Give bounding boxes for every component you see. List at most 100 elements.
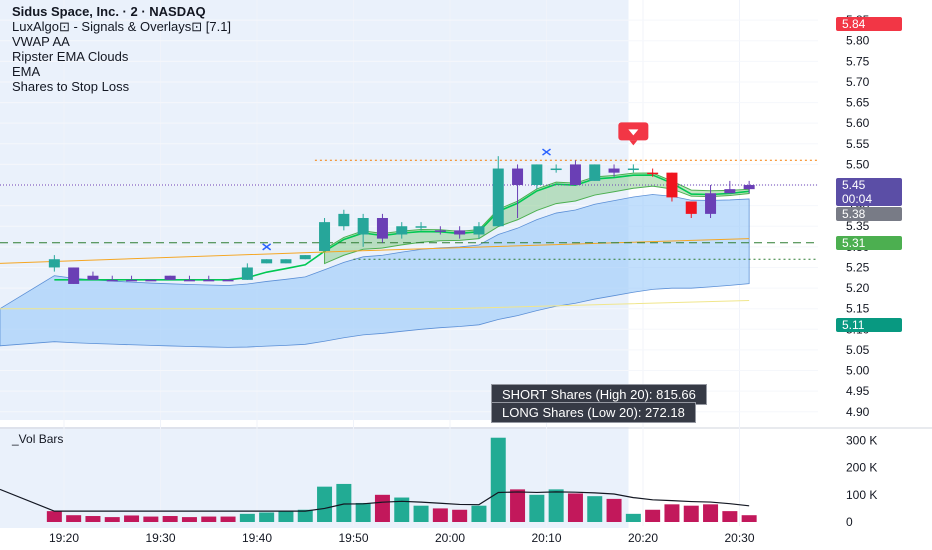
- volume-bar[interactable]: [162, 516, 178, 522]
- price-tick-label: 5.60: [846, 116, 870, 130]
- chart-legend: Sidus Space, Inc. · 2 · NASDAQ LuxAlgo⊡ …: [12, 4, 231, 94]
- volume-bar[interactable]: [336, 483, 352, 522]
- price-tick-label: 5.50: [846, 157, 870, 171]
- volume-bar[interactable]: [529, 494, 545, 522]
- candle-body[interactable]: [261, 259, 273, 264]
- volume-bar[interactable]: [587, 496, 603, 522]
- candle-body[interactable]: [415, 226, 427, 228]
- volume-bar[interactable]: [259, 512, 275, 522]
- candle-body[interactable]: [338, 213, 350, 227]
- candle-body[interactable]: [48, 259, 60, 268]
- volume-bar[interactable]: [741, 515, 757, 522]
- volume-bar[interactable]: [722, 511, 738, 522]
- volume-bar[interactable]: [432, 508, 448, 522]
- long-shares-label: LONG Shares (Low 20): 272.18: [491, 402, 696, 423]
- volume-bar[interactable]: [124, 515, 140, 522]
- volume-bar[interactable]: [278, 511, 294, 522]
- candle-body[interactable]: [473, 226, 485, 235]
- symbol-title[interactable]: Sidus Space, Inc. · 2 · NASDAQ: [12, 4, 206, 19]
- indicator-luxalgo[interactable]: LuxAlgo⊡ - Signals & Overlays⊡ [7.1]: [12, 19, 232, 34]
- time-tick-label: 19:40: [242, 531, 272, 545]
- candle-body[interactable]: [454, 230, 466, 235]
- candle-body[interactable]: [666, 172, 678, 198]
- candle-body[interactable]: [357, 218, 369, 235]
- price-tick-label: 5.00: [846, 364, 870, 378]
- volume-bar[interactable]: [567, 493, 583, 522]
- volume-bar[interactable]: [703, 504, 719, 522]
- candle-body[interactable]: [376, 218, 388, 239]
- indicator-stop-loss[interactable]: Shares to Stop Loss: [12, 79, 130, 94]
- time-tick-label: 20:30: [724, 531, 754, 545]
- volume-bar[interactable]: [548, 489, 564, 522]
- candle-body[interactable]: [550, 168, 562, 171]
- volume-tick-label: 100 K: [846, 488, 877, 502]
- indicator-ema[interactable]: EMA: [12, 64, 41, 79]
- candle-body[interactable]: [280, 259, 292, 264]
- candle-body[interactable]: [203, 279, 215, 282]
- volume-bar[interactable]: [143, 516, 159, 522]
- candle-body[interactable]: [589, 164, 601, 181]
- candle-body[interactable]: [222, 279, 234, 282]
- volume-bar[interactable]: [394, 497, 410, 522]
- indicator-ema-clouds[interactable]: Ripster EMA Clouds: [12, 49, 129, 64]
- volume-bar[interactable]: [645, 509, 661, 522]
- ema-cloud-fast: [324, 172, 750, 265]
- candle-body[interactable]: [126, 279, 138, 282]
- volume-bar[interactable]: [683, 505, 699, 522]
- candle-body[interactable]: [608, 168, 620, 173]
- price-tag-5-84-value: 5.84: [842, 17, 866, 32]
- volume-bar[interactable]: [104, 517, 120, 522]
- volume-bar[interactable]: [201, 516, 217, 522]
- price-tick-label: 5.80: [846, 34, 870, 48]
- candle-body[interactable]: [299, 255, 311, 260]
- volume-bar[interactable]: [374, 494, 390, 522]
- candle-body[interactable]: [106, 279, 118, 282]
- candle-body[interactable]: [627, 168, 639, 171]
- volume-pane-label[interactable]: _Vol Bars: [12, 432, 64, 446]
- price-tick-label: 5.05: [846, 343, 870, 357]
- volume-bar[interactable]: [510, 489, 526, 522]
- candle-body[interactable]: [434, 230, 446, 232]
- volume-bar[interactable]: [471, 505, 487, 522]
- candle-body[interactable]: [183, 279, 195, 282]
- volume-bar[interactable]: [625, 513, 641, 522]
- candle-body[interactable]: [705, 193, 717, 214]
- volume-bar[interactable]: [66, 515, 82, 522]
- candle-body[interactable]: [492, 168, 504, 227]
- sell-signal-pointer: [629, 140, 638, 146]
- volume-bar[interactable]: [413, 505, 429, 522]
- candle-body[interactable]: [68, 267, 80, 284]
- price-tick-label: 4.90: [846, 405, 870, 419]
- candle-body[interactable]: [145, 279, 157, 282]
- candle-body[interactable]: [531, 164, 543, 186]
- volume-bar[interactable]: [606, 498, 622, 522]
- candle-body[interactable]: [319, 222, 331, 251]
- volume-bar[interactable]: [490, 437, 506, 522]
- candle-body[interactable]: [396, 226, 408, 235]
- candle-body[interactable]: [685, 201, 697, 214]
- volume-bar[interactable]: [220, 516, 236, 522]
- volume-bar[interactable]: [664, 504, 680, 522]
- volume-bar[interactable]: [297, 509, 313, 522]
- candle-body[interactable]: [241, 267, 253, 280]
- candle-body[interactable]: [87, 275, 99, 280]
- volume-bar[interactable]: [452, 509, 468, 522]
- candle-body[interactable]: [647, 172, 659, 175]
- candle-body[interactable]: [512, 168, 524, 186]
- volume-bar[interactable]: [355, 502, 371, 522]
- volume-bar[interactable]: [239, 513, 255, 522]
- volume-bar[interactable]: [46, 511, 62, 522]
- volume-tick-label: 300 K: [846, 433, 877, 447]
- price-tick-label: 4.95: [846, 384, 870, 398]
- volume-bar[interactable]: [85, 516, 101, 522]
- candle-body[interactable]: [724, 189, 736, 194]
- volume-average-line: [0, 488, 750, 512]
- indicator-vwap[interactable]: VWAP AA: [12, 34, 70, 49]
- volume-bar[interactable]: [181, 517, 197, 522]
- candle-body[interactable]: [743, 185, 755, 190]
- candle-body[interactable]: [569, 164, 581, 186]
- x-marker-icon: [542, 148, 551, 156]
- volume-bar[interactable]: [317, 486, 333, 522]
- candle-body[interactable]: [164, 275, 176, 280]
